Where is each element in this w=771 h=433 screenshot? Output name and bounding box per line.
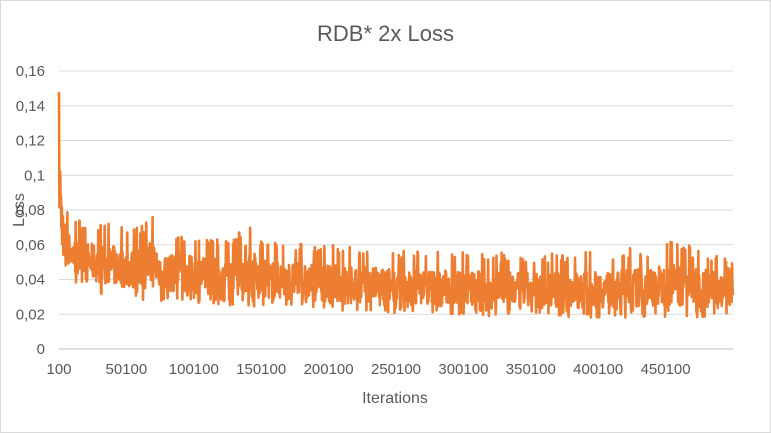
x-tick-label: 450100 bbox=[641, 361, 691, 378]
x-tick-label: 350100 bbox=[506, 361, 556, 378]
y-tick-label: 0,04 bbox=[16, 272, 45, 289]
y-axis-title: Loss bbox=[11, 193, 28, 227]
series-layer bbox=[57, 91, 735, 319]
x-tick-label: 100 bbox=[46, 361, 71, 378]
y-tick-label: 0,14 bbox=[16, 98, 45, 115]
x-tick-label: 250100 bbox=[371, 361, 421, 378]
y-tick-label: 0,1 bbox=[24, 167, 45, 184]
y-tick-layer: 0 0,02 0,04 0,06 0,08 0,1 0,12 0,14 0,16 bbox=[16, 63, 45, 358]
x-tick-label: 400100 bbox=[573, 361, 623, 378]
x-tick-label: 300100 bbox=[438, 361, 488, 378]
loss-series-line bbox=[57, 91, 735, 319]
x-axis-title: Iterations bbox=[362, 390, 428, 407]
y-tick-label: 0,08 bbox=[16, 202, 45, 219]
chart-title: RDB* 2x Loss bbox=[317, 21, 454, 46]
x-tick-label: 50100 bbox=[106, 361, 148, 378]
x-tick-label: 100100 bbox=[169, 361, 219, 378]
y-tick-label: 0,12 bbox=[16, 133, 45, 150]
x-tick-layer: 100 50100 100100 150100 200100 250100 300100 35… bbox=[46, 361, 690, 378]
y-tick-label: 0,06 bbox=[16, 237, 45, 254]
x-tick-label: 150100 bbox=[236, 361, 286, 378]
x-tick-label: 200100 bbox=[304, 361, 354, 378]
y-tick-label: 0,02 bbox=[16, 306, 45, 323]
y-tick-label: 0,16 bbox=[16, 63, 45, 80]
y-tick-label: 0 bbox=[37, 341, 45, 358]
